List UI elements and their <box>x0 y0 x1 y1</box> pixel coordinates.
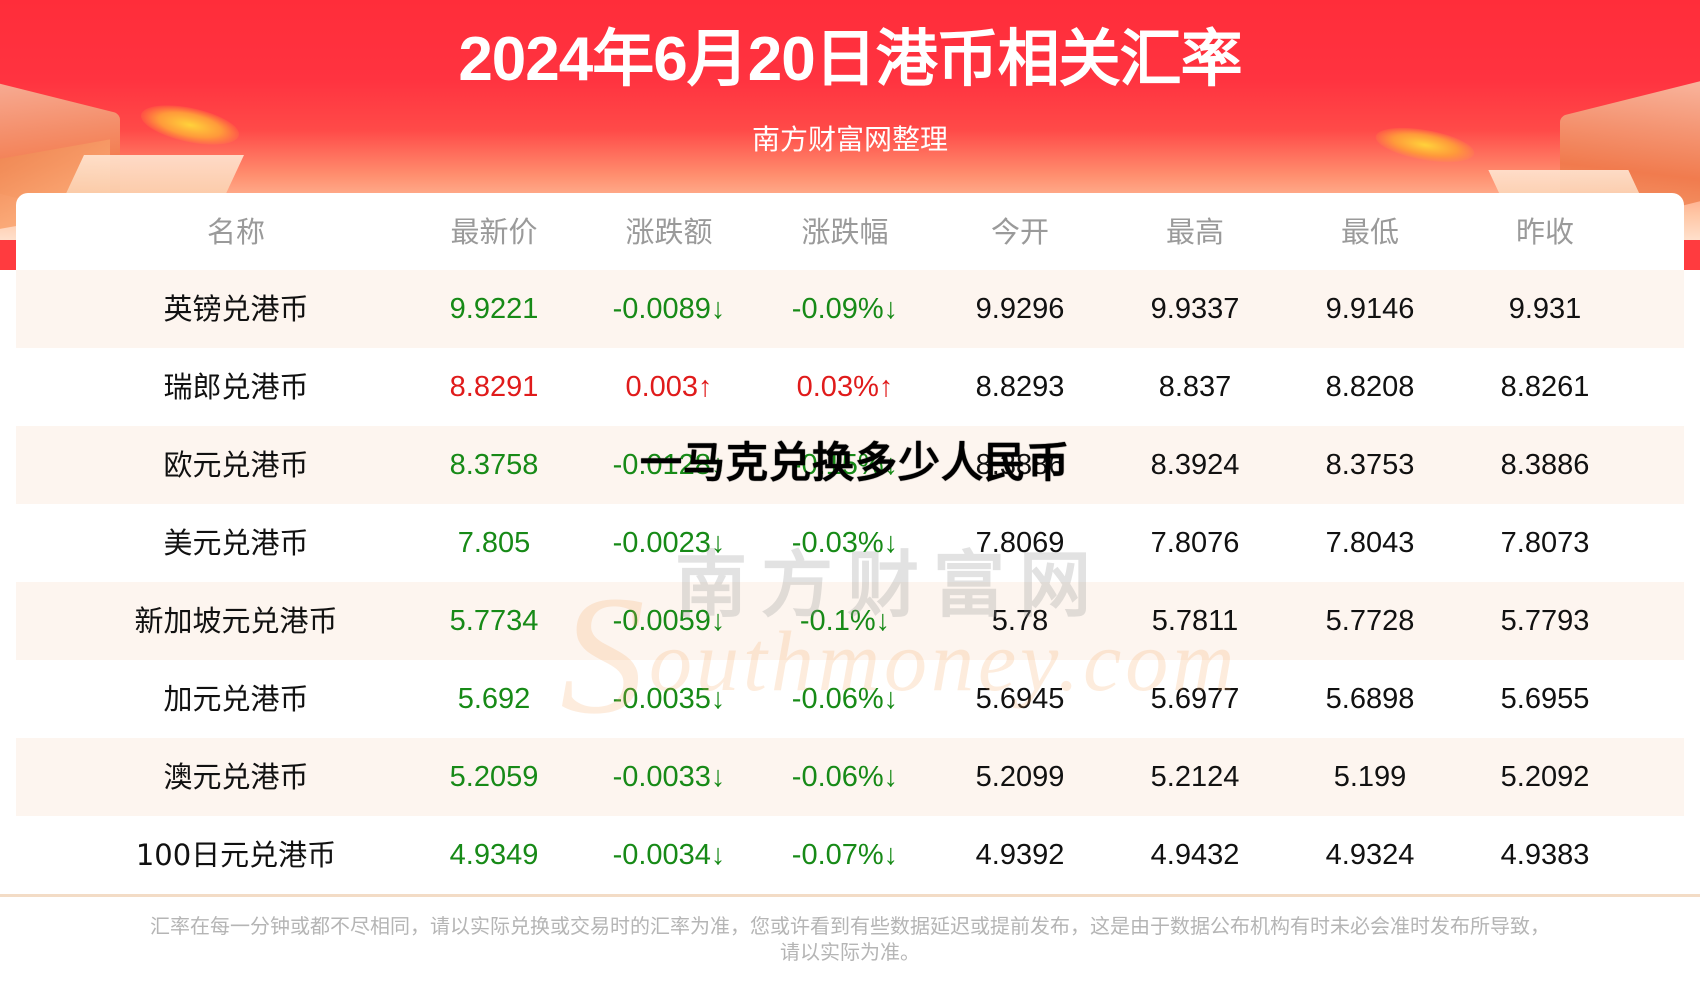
low-price: 5.199 <box>1333 761 1407 793</box>
prev-close-price: 4.9383 <box>1500 839 1590 871</box>
prev-close-price: 5.2092 <box>1500 761 1590 793</box>
price-change: -0.0128↓ <box>612 449 726 481</box>
table-row: 美元兑港币 7.805 -0.0023↓ -0.03%↓ 7.8069 7.80… <box>16 504 1684 582</box>
latest-price: 4.9349 <box>449 839 539 871</box>
page-title: 2024年6月20日港币相关汇率 <box>458 25 1242 94</box>
high-price: 9.9337 <box>1150 293 1240 325</box>
table-header-row: 名称 最新价 涨跌额 涨跌幅 今开 最高 最低 昨收 <box>16 193 1684 271</box>
currency-pair-name: 加元兑港币 <box>163 682 309 716</box>
price-change-pct: -0.03%↓ <box>791 527 899 559</box>
disclaimer-line-2: 请以实际为准。 <box>780 940 920 964</box>
high-price: 5.2124 <box>1150 761 1240 793</box>
price-change: -0.0089↓ <box>612 293 726 325</box>
price-change-pct: -0.06%↓ <box>791 683 899 715</box>
table-row: 欧元兑港币 8.3758 -0.0128↓ -0.15%↓ 8.3886 8.3… <box>16 426 1684 504</box>
latest-price: 8.8291 <box>449 371 539 403</box>
price-change: -0.0033↓ <box>612 761 726 793</box>
high-price: 7.8076 <box>1150 527 1240 559</box>
prev-close-price: 7.8073 <box>1500 527 1590 559</box>
low-price: 5.7728 <box>1325 605 1415 637</box>
latest-price: 5.692 <box>457 683 531 715</box>
price-change: -0.0034↓ <box>612 839 726 871</box>
currency-pair-name: 瑞郎兑港币 <box>163 370 309 404</box>
prev-close-price: 5.7793 <box>1500 605 1590 637</box>
footer-divider <box>0 894 1700 897</box>
footer-disclaimer: 汇率在每一分钟或都不尽相同，请以实际兑换或交易时的汇率为准，您或许看到有些数据延… <box>70 913 1630 965</box>
overlay-caption: 一马克兑换多少人民币 <box>640 438 1071 487</box>
table-row: 瑞郎兑港币 8.8291 0.003↑ 0.03%↑ 8.8293 8.837 … <box>16 348 1684 426</box>
currency-pair-name: 新加坡元兑港币 <box>134 604 338 638</box>
column-header-change: 涨跌额 <box>625 215 713 249</box>
table-row: 英镑兑港币 9.9221 -0.0089↓ -0.09%↓ 9.9296 9.9… <box>16 270 1684 348</box>
price-change-pct: 0.03%↑ <box>796 371 894 403</box>
decorative-ribbon <box>0 240 20 270</box>
price-change: -0.0035↓ <box>612 683 726 715</box>
price-change: -0.0059↓ <box>612 605 726 637</box>
table-row: 澳元兑港币 5.2059 -0.0033↓ -0.06%↓ 5.2099 5.2… <box>16 738 1684 816</box>
prev-close-price: 5.6955 <box>1500 683 1590 715</box>
latest-price: 8.3758 <box>449 449 539 481</box>
column-header-open: 今开 <box>990 215 1049 249</box>
currency-pair-name: 英镑兑港币 <box>163 292 309 326</box>
low-price: 9.9146 <box>1325 293 1415 325</box>
high-price: 8.3924 <box>1150 449 1240 481</box>
prev-close-price: 8.8261 <box>1500 371 1590 403</box>
column-header-name: 名称 <box>206 215 265 249</box>
column-header-high: 最高 <box>1165 215 1224 249</box>
high-price: 4.9432 <box>1150 839 1240 871</box>
latest-price: 5.7734 <box>449 605 539 637</box>
open-price: 8.3886 <box>975 449 1065 481</box>
open-price: 4.9392 <box>975 839 1065 871</box>
price-change: 0.003↑ <box>625 371 713 403</box>
column-header-low: 最低 <box>1340 215 1399 249</box>
open-price: 9.9296 <box>975 293 1065 325</box>
price-change-pct: -0.07%↓ <box>791 839 899 871</box>
low-price: 8.8208 <box>1325 371 1415 403</box>
open-price: 8.8293 <box>975 371 1065 403</box>
open-price: 5.78 <box>991 605 1049 637</box>
high-price: 5.7811 <box>1151 605 1239 637</box>
low-price: 5.6898 <box>1325 683 1415 715</box>
exchange-rate-table: 名称 最新价 涨跌额 涨跌幅 今开 最高 最低 昨收 英镑兑港币 9.9221 … <box>16 193 1684 895</box>
prev-close-price: 9.931 <box>1508 293 1582 325</box>
open-price: 5.6945 <box>975 683 1065 715</box>
currency-pair-name: 欧元兑港币 <box>163 448 309 482</box>
table-row: 加元兑港币 5.692 -0.0035↓ -0.06%↓ 5.6945 5.69… <box>16 660 1684 738</box>
price-change: -0.0023↓ <box>612 527 726 559</box>
open-price: 5.2099 <box>975 761 1065 793</box>
latest-price: 7.805 <box>457 527 531 559</box>
price-change-pct: -0.15%↓ <box>791 449 899 481</box>
column-header-latest: 最新价 <box>450 215 538 249</box>
high-price: 8.837 <box>1158 371 1232 403</box>
column-header-change-pct: 涨跌幅 <box>801 215 889 249</box>
table-row: 新加坡元兑港币 5.7734 -0.0059↓ -0.1%↓ 5.78 5.78… <box>16 582 1684 660</box>
currency-pair-name: 澳元兑港币 <box>163 760 309 794</box>
prev-close-price: 8.3886 <box>1500 449 1590 481</box>
page-subtitle: 南方财富网整理 <box>751 123 948 156</box>
column-header-prev-close: 昨收 <box>1515 215 1574 249</box>
currency-pair-name: 100日元兑港币 <box>135 838 337 872</box>
open-price: 7.8069 <box>975 527 1065 559</box>
price-change-pct: -0.09%↓ <box>791 293 899 325</box>
table-row: 100日元兑港币 4.9349 -0.0034↓ -0.07%↓ 4.9392 … <box>16 816 1684 894</box>
low-price: 8.3753 <box>1325 449 1415 481</box>
price-change-pct: -0.1%↓ <box>799 605 891 637</box>
disclaimer-line-1: 汇率在每一分钟或都不尽相同，请以实际兑换或交易时的汇率为准，您或许看到有些数据延… <box>150 914 1550 938</box>
latest-price: 9.9221 <box>449 293 539 325</box>
latest-price: 5.2059 <box>449 761 539 793</box>
low-price: 4.9324 <box>1325 839 1415 871</box>
currency-pair-name: 美元兑港币 <box>163 526 309 560</box>
low-price: 7.8043 <box>1325 527 1415 559</box>
decorative-ribbon <box>1684 240 1700 270</box>
high-price: 5.6977 <box>1150 683 1240 715</box>
price-change-pct: -0.06%↓ <box>791 761 899 793</box>
